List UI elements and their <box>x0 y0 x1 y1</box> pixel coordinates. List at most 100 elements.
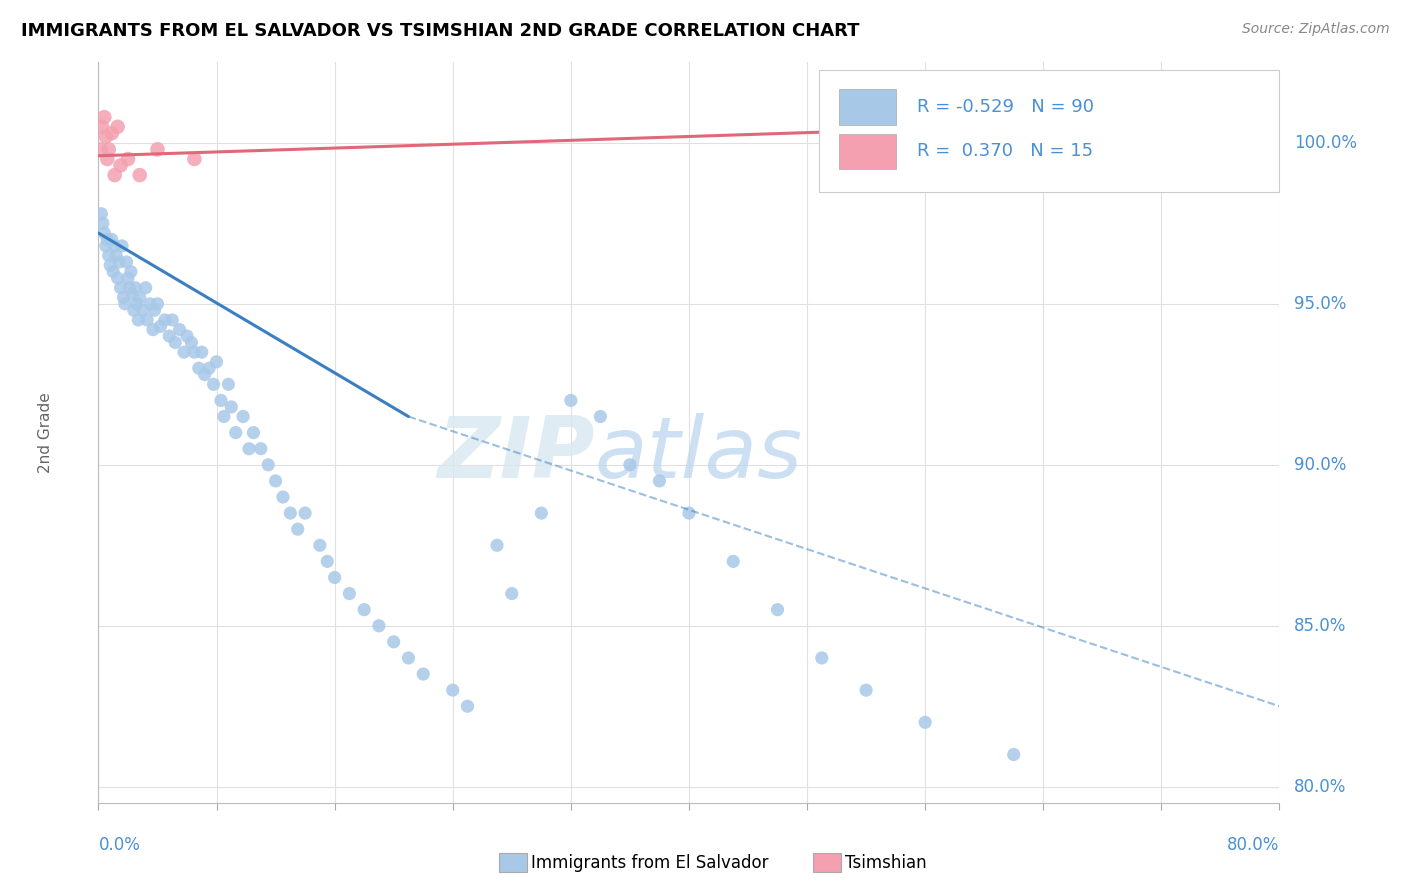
Point <box>238 442 260 456</box>
Point <box>100 126 122 140</box>
Point <box>90 142 112 156</box>
Point <box>589 409 612 424</box>
Point <box>225 425 247 440</box>
Point <box>198 361 221 376</box>
Point <box>323 570 346 584</box>
Point <box>368 619 391 633</box>
Point <box>456 699 478 714</box>
Point <box>120 265 142 279</box>
Text: 90.0%: 90.0% <box>1294 456 1346 474</box>
Text: 85.0%: 85.0% <box>1294 616 1346 635</box>
Point <box>125 297 148 311</box>
Point <box>501 586 523 600</box>
Point <box>194 368 217 382</box>
Point <box>146 297 169 311</box>
Point <box>560 393 582 408</box>
Point <box>232 409 254 424</box>
Point <box>723 554 745 568</box>
Point <box>180 335 202 350</box>
Point <box>162 313 183 327</box>
Point <box>169 323 191 337</box>
Point <box>94 129 117 144</box>
Point <box>165 335 187 350</box>
Point <box>212 409 235 424</box>
Point <box>316 554 339 568</box>
Point <box>98 258 121 272</box>
Point <box>136 313 159 327</box>
Point <box>139 297 162 311</box>
Point <box>183 345 205 359</box>
Point <box>124 281 146 295</box>
Point <box>250 442 273 456</box>
Point <box>132 303 155 318</box>
Point <box>107 271 129 285</box>
Text: atlas: atlas <box>595 413 803 496</box>
Text: 100.0%: 100.0% <box>1294 134 1357 152</box>
Point <box>486 538 509 552</box>
Point <box>217 377 239 392</box>
Text: IMMIGRANTS FROM EL SALVADOR VS TSIMSHIAN 2ND GRADE CORRELATION CHART: IMMIGRANTS FROM EL SALVADOR VS TSIMSHIAN… <box>21 22 859 40</box>
Point <box>176 329 198 343</box>
Point <box>93 226 115 240</box>
Point <box>191 345 214 359</box>
Point <box>104 239 127 253</box>
Point <box>103 265 125 279</box>
Point <box>104 168 127 182</box>
Point <box>114 297 136 311</box>
Point <box>678 506 700 520</box>
Point <box>271 490 294 504</box>
FancyBboxPatch shape <box>818 70 1279 192</box>
Point <box>149 319 172 334</box>
Point <box>157 329 180 343</box>
Point <box>219 400 243 414</box>
Point <box>112 290 135 304</box>
Point <box>97 249 120 263</box>
Point <box>530 506 553 520</box>
Text: 2nd Grade: 2nd Grade <box>38 392 53 473</box>
Point <box>278 506 302 520</box>
Point <box>855 683 877 698</box>
Point <box>110 158 132 172</box>
Point <box>110 281 132 295</box>
Point <box>117 152 139 166</box>
Point <box>122 303 145 318</box>
Point <box>121 287 143 301</box>
Text: ZIP: ZIP <box>437 413 595 496</box>
Point <box>766 602 789 616</box>
Point <box>93 110 115 124</box>
Point <box>118 281 141 295</box>
Point <box>353 602 375 616</box>
Text: 80.0%: 80.0% <box>1294 778 1346 796</box>
Point <box>619 458 641 472</box>
Point <box>142 323 165 337</box>
Point <box>382 635 405 649</box>
Text: 80.0%: 80.0% <box>1227 836 1279 855</box>
Text: Tsimshian: Tsimshian <box>845 854 927 871</box>
Point <box>257 458 280 472</box>
Point <box>100 232 122 246</box>
Point <box>441 683 464 698</box>
Point <box>91 216 114 230</box>
Point <box>128 290 150 304</box>
Point <box>187 361 209 376</box>
Point <box>97 142 120 156</box>
FancyBboxPatch shape <box>839 134 896 169</box>
Point <box>242 425 264 440</box>
Point <box>914 110 936 124</box>
Point <box>91 120 114 134</box>
Point <box>294 506 316 520</box>
Point <box>115 255 138 269</box>
Point <box>209 393 232 408</box>
Point <box>202 377 225 392</box>
Point <box>128 168 150 182</box>
Text: R = -0.529   N = 90: R = -0.529 N = 90 <box>917 98 1094 116</box>
Point <box>205 355 228 369</box>
Point <box>143 303 166 318</box>
Point <box>153 313 176 327</box>
Point <box>810 651 832 665</box>
Text: 0.0%: 0.0% <box>98 836 141 855</box>
Point <box>90 207 112 221</box>
Text: Immigrants from El Salvador: Immigrants from El Salvador <box>531 854 769 871</box>
Point <box>105 249 128 263</box>
Point <box>287 522 309 536</box>
